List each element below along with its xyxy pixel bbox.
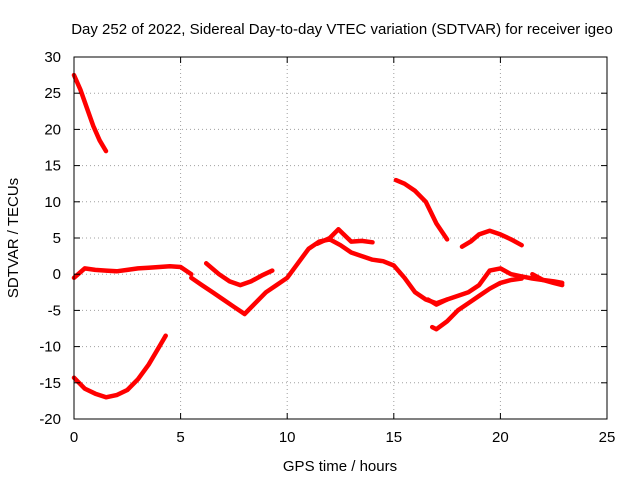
x-axis: 0 5 10 15 20 25 bbox=[70, 57, 616, 446]
series-arc-6 bbox=[71, 333, 168, 400]
y-tick-label: 5 bbox=[53, 230, 61, 247]
y-tick-label: 0 bbox=[53, 266, 61, 283]
y-tick-label: -15 bbox=[39, 375, 61, 392]
x-tick-label: 0 bbox=[70, 429, 78, 446]
series-arc-10 bbox=[459, 228, 524, 249]
y-tick-label: 30 bbox=[44, 49, 61, 66]
series-arc-3 bbox=[189, 237, 450, 317]
series-arc-9 bbox=[429, 276, 524, 332]
y-axis-label: SDTVAR / TECUs bbox=[5, 178, 22, 298]
y-tick-label: -5 bbox=[48, 302, 61, 319]
series-arc-4 bbox=[203, 261, 275, 288]
series-arc-5 bbox=[314, 227, 375, 247]
series-arc-11 bbox=[530, 271, 565, 288]
y-tick-label: 10 bbox=[44, 194, 61, 211]
data-series bbox=[71, 72, 565, 400]
y-tick-label: -10 bbox=[39, 339, 61, 356]
x-tick-label: 25 bbox=[599, 429, 616, 446]
plot-frame bbox=[73, 56, 608, 420]
x-tick-label: 20 bbox=[492, 429, 509, 446]
x-tick-label: 15 bbox=[385, 429, 402, 446]
x-axis-label: GPS time / hours bbox=[283, 458, 397, 475]
y-axis: -20 -15 -10 -5 0 5 10 15 20 25 30 bbox=[39, 49, 607, 428]
y-tick-label: 15 bbox=[44, 158, 61, 175]
x-tick-label: 10 bbox=[279, 429, 296, 446]
y-tick-label: -20 bbox=[39, 411, 61, 428]
series-arc-2 bbox=[71, 263, 194, 281]
y-tick-label: 25 bbox=[44, 85, 61, 102]
series-arc-1 bbox=[71, 72, 109, 154]
chart-title: Day 252 of 2022, Sidereal Day-to-day VTE… bbox=[71, 21, 613, 38]
y-tick-label: 20 bbox=[44, 121, 61, 138]
grid bbox=[74, 57, 607, 419]
x-tick-label: 5 bbox=[176, 429, 184, 446]
series-arc-7 bbox=[393, 177, 450, 242]
